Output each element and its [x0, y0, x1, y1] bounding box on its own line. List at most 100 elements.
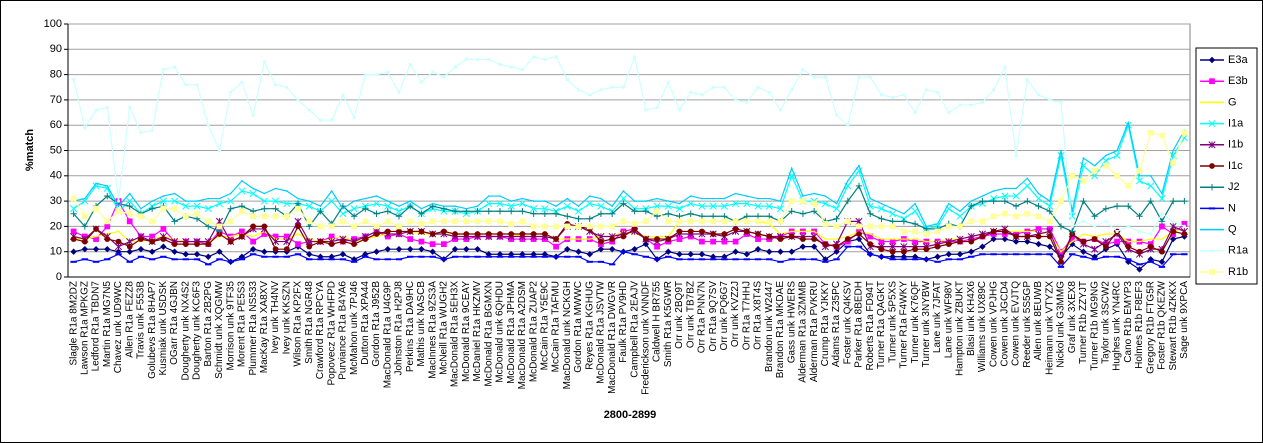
- marker: [372, 200, 381, 208]
- x-tick-label: Turner unk 3NYBW: [921, 280, 932, 367]
- marker: [1172, 149, 1174, 152]
- marker: [563, 202, 571, 210]
- marker: [1001, 210, 1008, 217]
- marker: [947, 110, 951, 115]
- x-tick-label: Caldwell H BR755: [652, 281, 663, 363]
- marker: [575, 223, 582, 230]
- marker: [70, 195, 77, 202]
- marker: [877, 205, 886, 213]
- marker: [880, 202, 883, 205]
- marker: [812, 75, 816, 79]
- marker: [149, 218, 156, 225]
- marker: [384, 208, 391, 215]
- marker: [923, 246, 930, 253]
- marker: [823, 75, 827, 79]
- marker: [856, 231, 862, 237]
- marker: [1013, 233, 1019, 240]
- marker: [308, 200, 311, 202]
- marker: [95, 235, 97, 238]
- x-tick-label: Slagle R1a 8M2DZ: [68, 281, 79, 365]
- legend-label: R1a: [1228, 245, 1249, 257]
- marker: [754, 245, 762, 253]
- marker: [521, 197, 524, 200]
- marker: [261, 223, 268, 230]
- marker: [93, 236, 99, 242]
- series-line: [73, 54, 1185, 235]
- series: [70, 129, 1188, 237]
- marker: [755, 236, 761, 242]
- marker: [84, 197, 86, 200]
- marker: [687, 210, 694, 217]
- marker: [544, 200, 546, 202]
- marker: [1026, 230, 1029, 233]
- marker: [440, 228, 447, 235]
- marker: [418, 210, 425, 217]
- marker: [396, 223, 402, 230]
- marker: [126, 243, 133, 250]
- marker: [1209, 269, 1215, 275]
- marker: [148, 248, 156, 255]
- marker: [1058, 198, 1064, 204]
- marker: [205, 253, 212, 260]
- marker: [676, 228, 683, 235]
- marker: [95, 182, 97, 185]
- x-tick-label: MacDonald R1a DWGVR: [607, 281, 618, 394]
- marker: [958, 103, 962, 107]
- marker: [811, 236, 818, 242]
- x-tick-label: Orr R1a X8T4S: [753, 281, 764, 350]
- marker: [721, 218, 728, 225]
- marker: [911, 220, 919, 228]
- marker: [115, 208, 122, 215]
- marker: [1091, 172, 1099, 180]
- marker: [195, 83, 199, 87]
- series-line: [73, 123, 1185, 230]
- marker: [81, 238, 88, 245]
- marker: [914, 202, 916, 205]
- marker: [238, 187, 246, 195]
- marker: [1181, 197, 1188, 205]
- marker: [541, 223, 548, 230]
- series: [72, 54, 1186, 236]
- marker: [162, 195, 165, 197]
- marker: [810, 243, 818, 250]
- marker: [733, 98, 738, 102]
- marker: [294, 200, 302, 207]
- x-tick-label: Plummer R1a NS533: [248, 281, 259, 376]
- series-line: [73, 120, 1185, 228]
- marker: [732, 218, 739, 225]
- y-tick-label: 40: [50, 170, 62, 182]
- marker: [104, 218, 111, 225]
- marker: [1060, 149, 1062, 152]
- marker: [1158, 218, 1166, 225]
- marker: [1012, 238, 1020, 245]
- x-tick-label: Holmes R1b F8EF3: [1134, 281, 1145, 369]
- marker: [238, 202, 246, 210]
- marker: [622, 190, 625, 192]
- x-tick-label: McDonald R1a JSVTW: [596, 280, 607, 383]
- marker: [1001, 192, 1009, 200]
- marker: [319, 205, 322, 207]
- marker: [182, 241, 189, 247]
- marker: [891, 207, 894, 210]
- marker: [676, 236, 683, 242]
- marker: [766, 248, 773, 255]
- marker: [755, 218, 761, 225]
- marker: [800, 236, 806, 242]
- marker: [597, 210, 605, 217]
- marker: [665, 248, 672, 255]
- marker: [699, 218, 705, 225]
- marker: [1068, 212, 1076, 220]
- marker: [171, 197, 179, 205]
- marker: [844, 197, 851, 205]
- x-tick-label: Hampton unk ZBUKT: [955, 281, 966, 376]
- marker: [429, 248, 436, 255]
- marker: [510, 200, 512, 202]
- marker: [1158, 258, 1166, 266]
- marker: [689, 195, 692, 197]
- marker: [373, 231, 380, 237]
- marker: [440, 218, 447, 225]
- marker: [475, 57, 480, 62]
- marker: [407, 228, 414, 235]
- marker: [104, 236, 111, 242]
- marker: [766, 213, 773, 220]
